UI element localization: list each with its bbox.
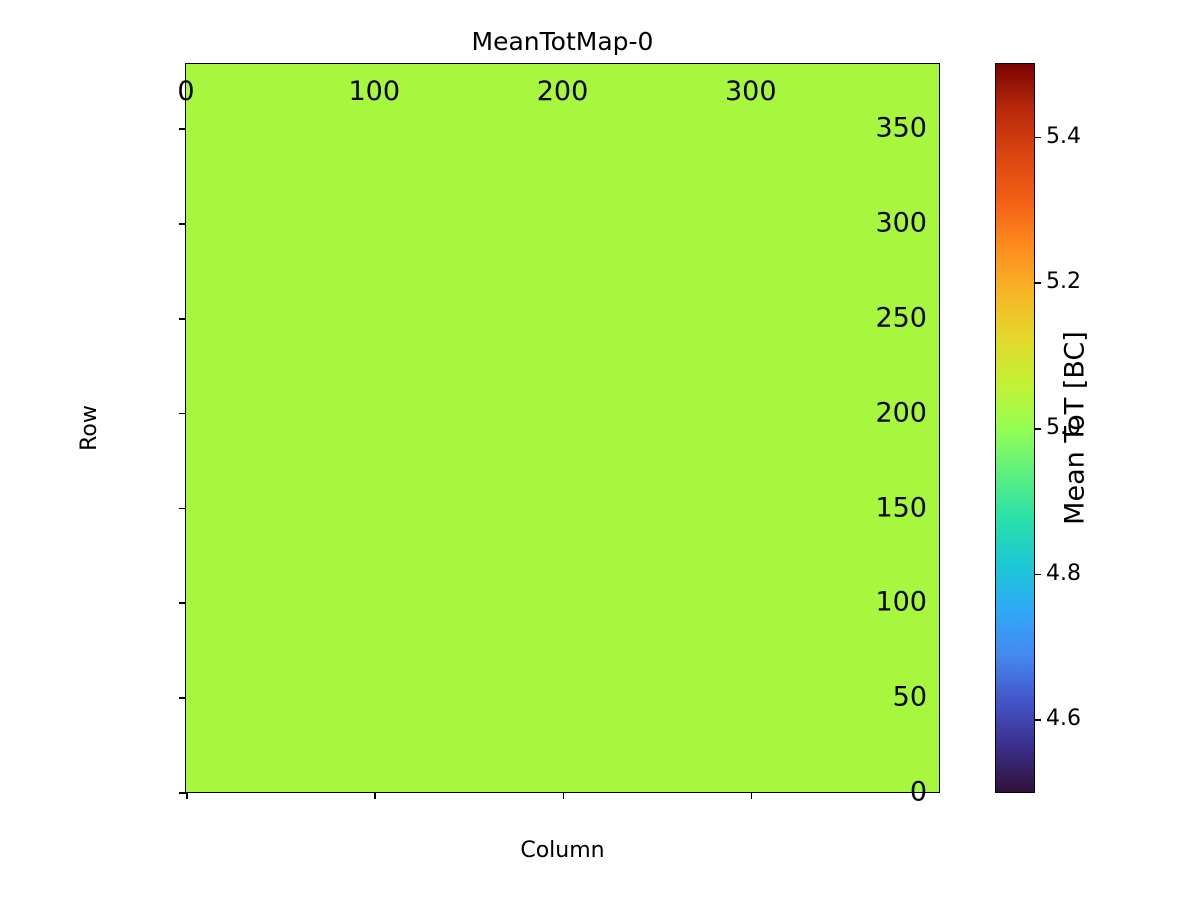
colorbar-tick-label: 5.2	[1046, 269, 1081, 295]
x-tick-mark	[750, 792, 753, 799]
x-tick-mark	[186, 792, 188, 799]
y-axis-label: Row	[77, 405, 102, 451]
heatmap-image	[186, 64, 939, 792]
y-tick-mark	[179, 412, 186, 415]
heatmap-axes[interactable]: 0 50 100 150 200 250 300 350 0 100 200 300	[177, 63, 940, 806]
colorbar-tick-label: 5.4	[1046, 123, 1081, 149]
x-tick-mark	[562, 792, 565, 799]
colorbar-tick-label: 5.0	[1046, 415, 1081, 440]
colorbar-tick-mark	[1034, 282, 1041, 284]
x-tick-mark	[374, 792, 376, 799]
colorbar-tick-mark	[1034, 573, 1041, 576]
colorbar-tick-mark	[1034, 428, 1041, 430]
y-tick-mark	[179, 602, 186, 604]
colorbar-tick-label: 4.6	[1046, 706, 1081, 732]
y-tick-mark	[179, 792, 186, 794]
colorbar-tick-mark	[1034, 719, 1041, 721]
colorbar-label: Mean ToT [BC]	[1059, 331, 1091, 525]
page-title: MeanTotMap-0	[471, 27, 654, 56]
y-tick-mark	[179, 128, 186, 131]
colorbar-tick-mark	[1034, 136, 1041, 139]
y-tick-mark	[179, 223, 186, 225]
y-tick-mark	[179, 507, 186, 510]
y-tick-mark	[179, 318, 186, 320]
colorbar-tick-label: 4.8	[1046, 560, 1081, 586]
colorbar[interactable]: 4.6 4.8 5.0 5.2 5.4	[995, 63, 1081, 793]
x-axis-label: Column	[520, 838, 605, 863]
y-tick-mark	[179, 697, 186, 699]
colorbar-gradient	[996, 64, 1034, 792]
